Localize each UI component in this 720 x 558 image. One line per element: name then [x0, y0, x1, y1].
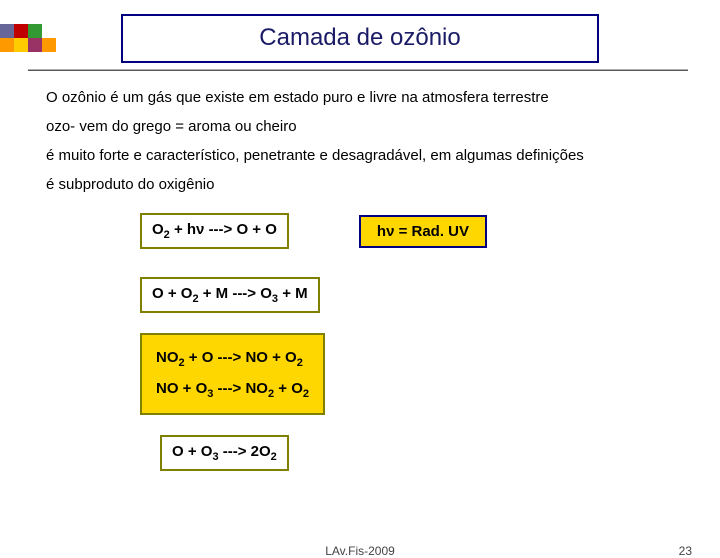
text-line-1: O ozônio é um gás que existe em estado p…: [42, 87, 553, 108]
equation-photolysis: O2 + hν ---> O + O: [140, 213, 289, 249]
content-area: O ozônio é um gás que existe em estado p…: [0, 71, 720, 471]
corner-decoration: [0, 14, 60, 59]
equation-ozone-destruction: O + O3 ---> 2O2: [160, 435, 289, 471]
page-number: 23: [679, 544, 692, 558]
equation-ozone-formation: O + O2 + M ---> O3 + M: [140, 277, 320, 313]
equation-no-cycle: NO2 + O ---> NO + O2 NO + O3 ---> NO2 + …: [140, 333, 325, 415]
slide-title: Camada de ozônio: [121, 14, 599, 63]
text-line-2: ozo- vem do grego = aroma ou cheiro: [42, 116, 301, 137]
footer-center: LAv.Fis-2009: [325, 544, 395, 558]
radiation-label: hν = Rad. UV: [359, 215, 487, 248]
text-line-4: é subproduto do oxigênio: [42, 174, 218, 195]
text-line-3: é muito forte e característico, penetran…: [42, 145, 588, 166]
